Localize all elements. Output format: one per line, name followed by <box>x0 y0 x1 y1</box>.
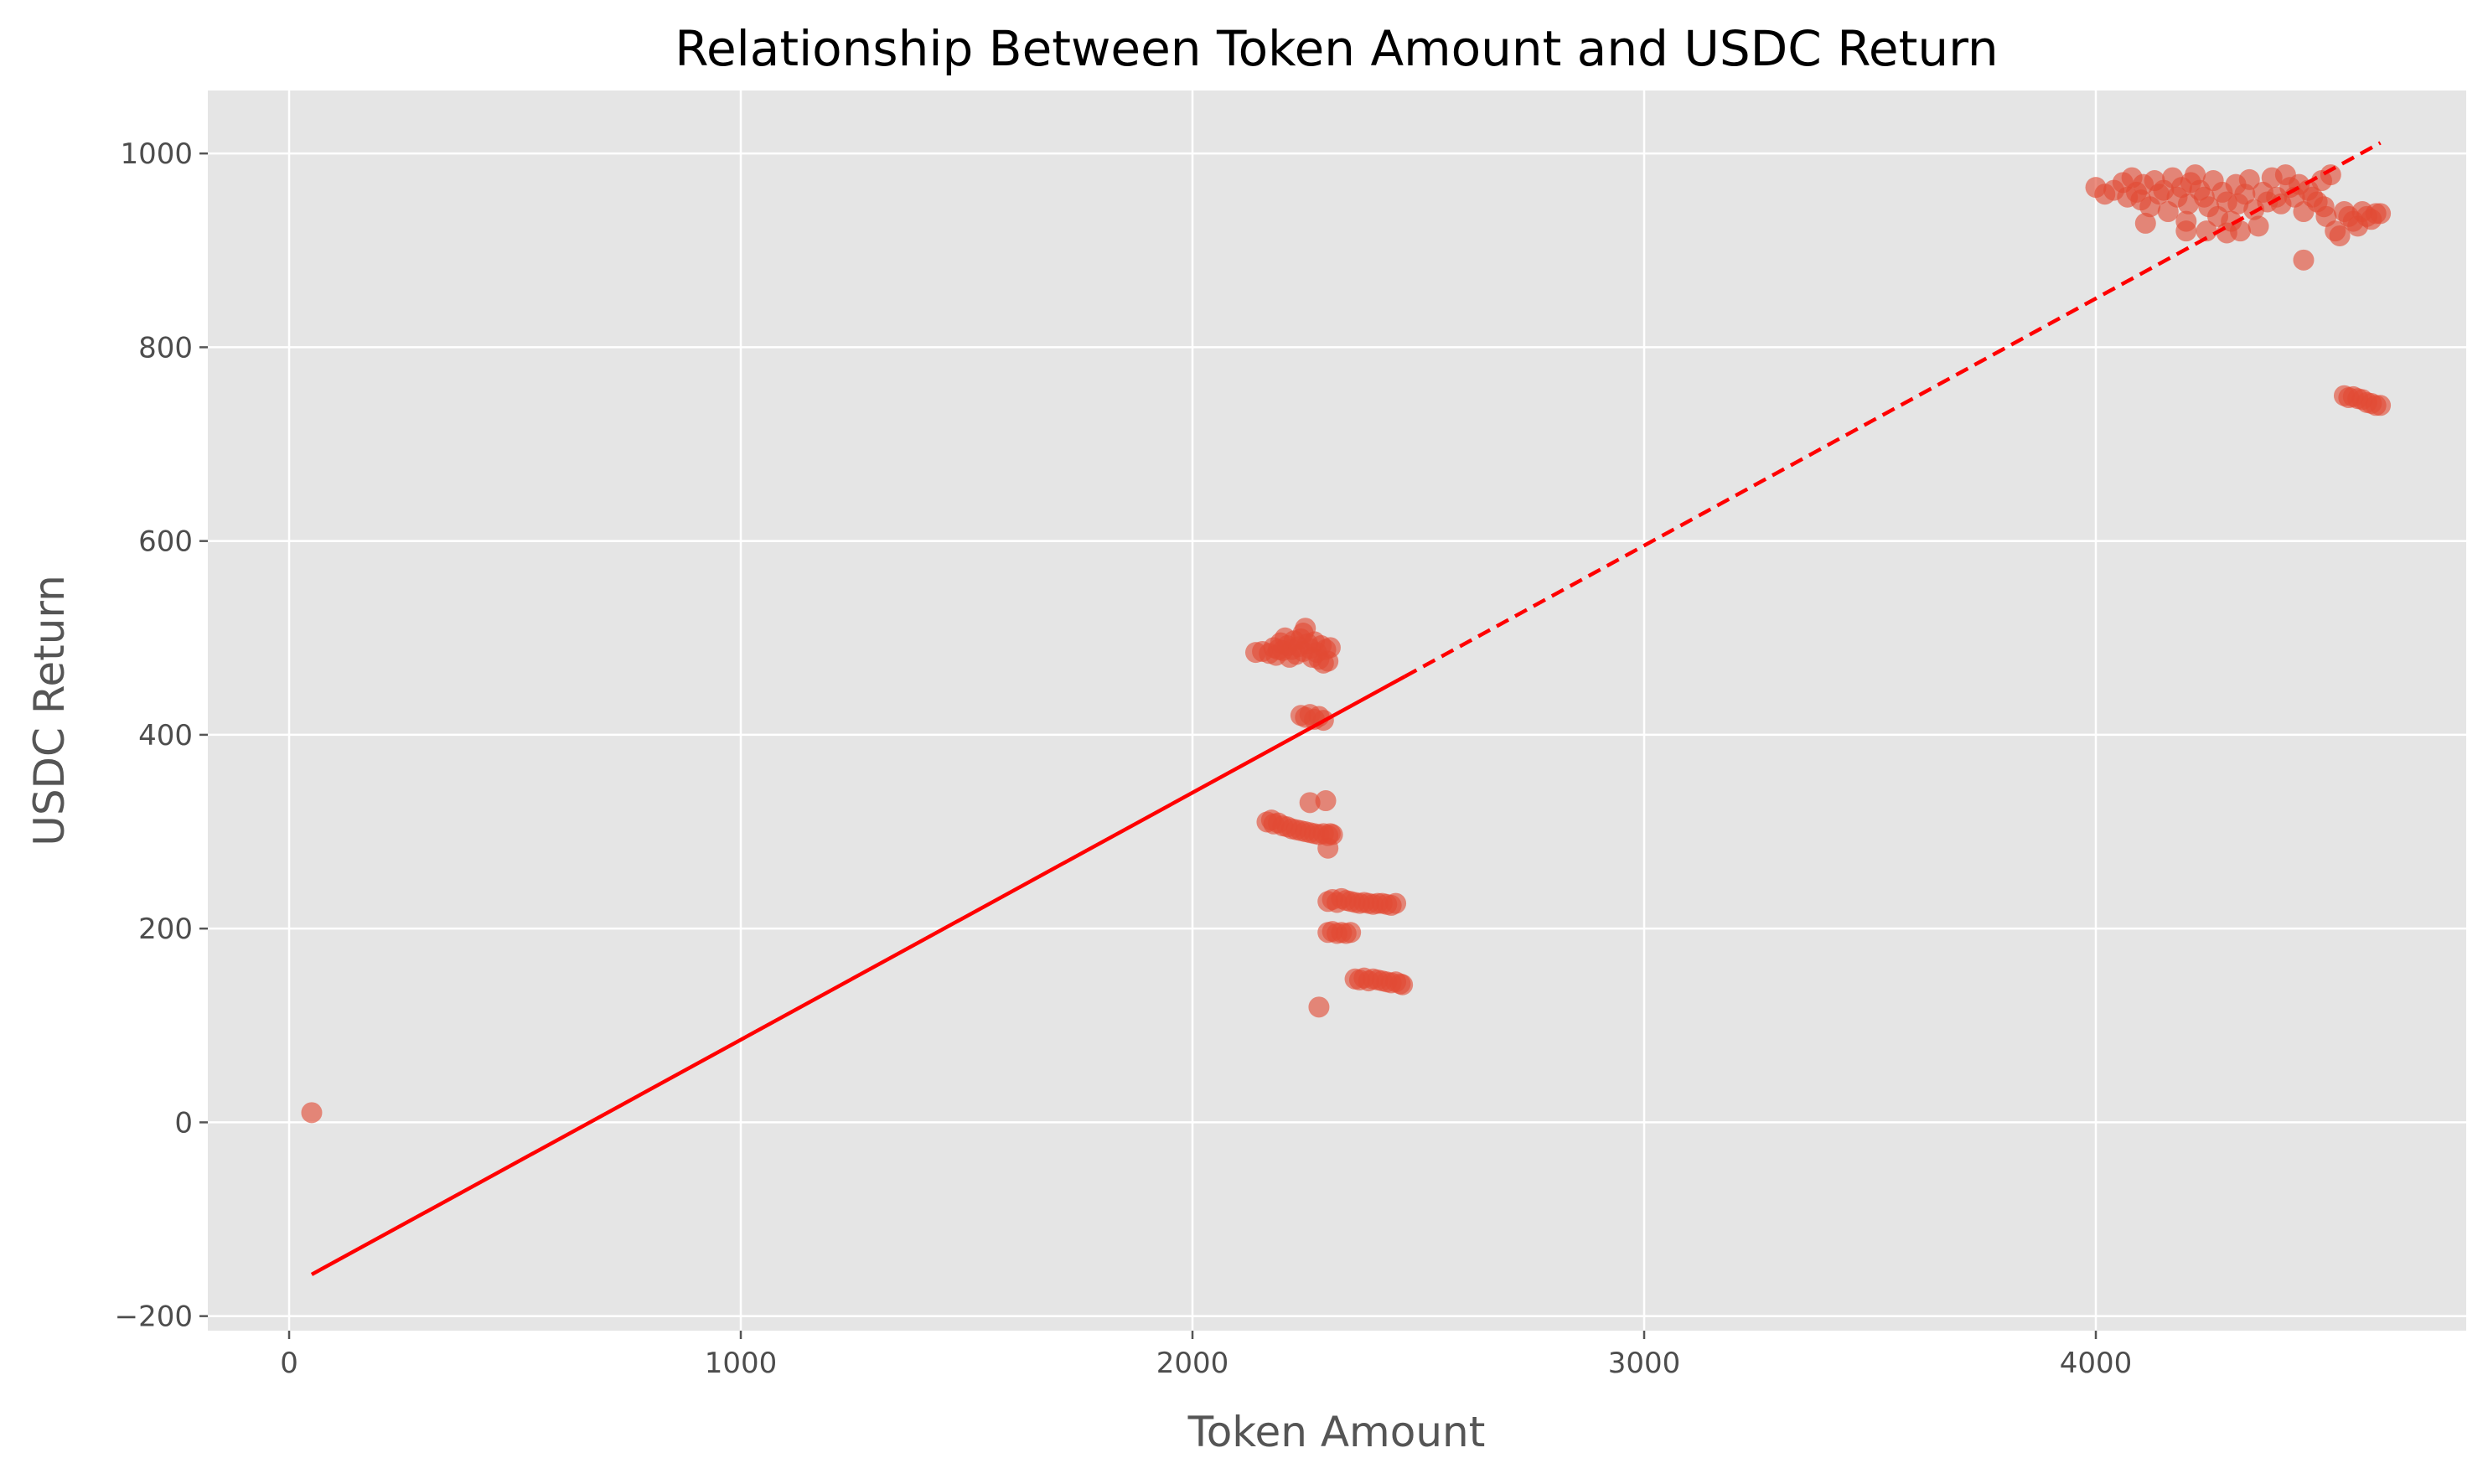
x-axis-label: Token Amount <box>1187 1408 1486 1456</box>
data-point <box>2320 164 2341 186</box>
y-tick-label: 600 <box>138 525 193 559</box>
grid-lines <box>208 90 2466 1331</box>
data-points <box>301 164 2392 1124</box>
x-tick-label: 2000 <box>1156 1347 1229 1380</box>
data-point <box>2370 395 2392 416</box>
x-tick-label: 1000 <box>705 1347 778 1380</box>
y-tick-label: −200 <box>115 1300 193 1334</box>
data-point <box>301 1102 323 1124</box>
y-tick-label: 400 <box>138 719 193 752</box>
regression-line <box>310 141 2382 1276</box>
data-point <box>2134 212 2156 234</box>
y-axis-label: USDC Return <box>25 575 74 846</box>
data-point <box>2196 220 2217 242</box>
data-point <box>1392 974 1414 995</box>
data-point <box>2238 168 2260 190</box>
data-point <box>1315 790 1337 812</box>
data-point <box>2247 215 2269 237</box>
x-tick-label: 0 <box>280 1347 298 1380</box>
axis-ticks: 0 1000 2000 3000 4000 −200 0 200 400 600 800 1000 <box>115 137 2133 1380</box>
data-point <box>2370 203 2392 225</box>
y-tick-label: 800 <box>138 331 193 365</box>
data-point <box>1319 637 1341 659</box>
data-point <box>1267 639 1289 660</box>
x-tick-label: 4000 <box>2060 1347 2133 1380</box>
data-point <box>1299 792 1321 814</box>
data-point <box>1385 892 1407 914</box>
y-tick-label: 200 <box>138 913 193 946</box>
data-point <box>1317 837 1339 859</box>
x-tick-label: 3000 <box>1608 1347 1681 1380</box>
data-point <box>2329 225 2351 246</box>
chart-title: Relationship Between Token Amount and US… <box>675 20 1998 77</box>
data-point <box>2293 249 2315 271</box>
data-point <box>1340 922 1362 944</box>
data-point <box>1292 623 1314 644</box>
y-tick-label: 0 <box>174 1106 193 1140</box>
y-tick-label: 1000 <box>120 137 193 171</box>
data-point <box>2175 220 2197 242</box>
regression-line-dashed <box>1404 141 2382 679</box>
data-point <box>1308 996 1330 1018</box>
regression-line-solid <box>310 675 1406 1276</box>
